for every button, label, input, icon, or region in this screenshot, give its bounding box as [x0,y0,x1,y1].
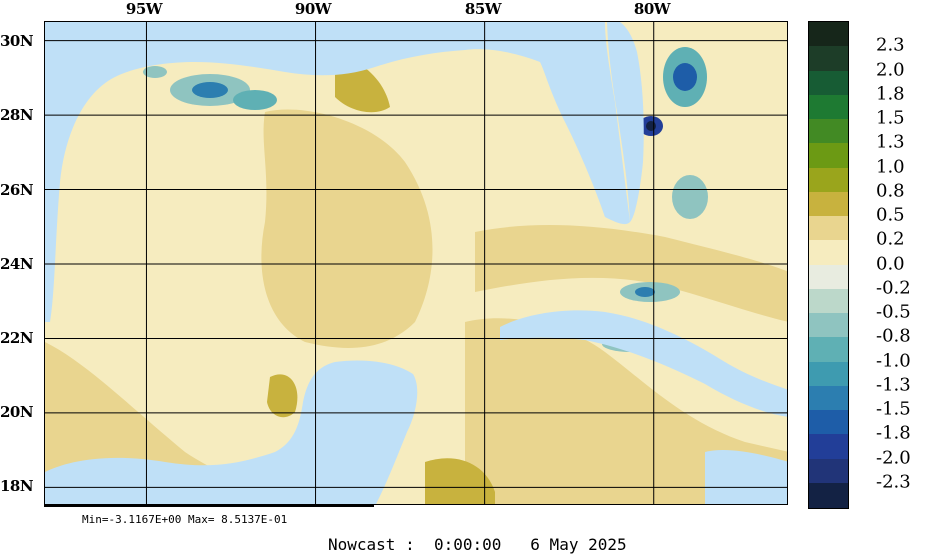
colorbar-swatch [809,410,848,435]
hispaniola-land [705,450,787,504]
map-panel [44,21,788,505]
negative-anomaly-eddy [635,287,655,297]
colorbar-label: 2.0 [876,59,905,80]
lat-label: 30N [0,32,34,50]
colorbar-label: 0.5 [876,204,905,226]
lon-label: 95W [125,0,163,18]
us-gulf-coast-land [45,22,630,322]
florida-land [605,22,644,222]
colorbar-swatch [809,94,848,120]
colorbar-swatch [809,216,848,241]
colorbar-label: 1.8 [876,83,905,105]
lon-label: 90W [294,0,332,18]
colorbar-swatch [809,361,848,387]
colorbar-swatch [809,434,848,459]
min-max-stats: Min=-3.1167E+00 Max= 8.5137E-01 [82,513,288,526]
colorbar-label: 1.0 [876,156,905,177]
lon-label: 80W [633,0,671,18]
colorbar-swatch [809,143,848,168]
lat-label: 28N [0,106,34,124]
colorbar-label: -0.5 [876,301,911,323]
anomaly-region [475,225,787,322]
lat-label: 22N [0,329,34,347]
colorbar-label: -1.3 [876,374,911,396]
anomaly-region [425,458,495,504]
colorbar-swatch [809,119,848,144]
colorbar-label: -0.2 [876,277,911,299]
colorbar-label: -1.0 [876,350,911,371]
sea-level-anomaly-map [45,22,787,504]
colorbar-label: 0.0 [876,253,905,274]
negative-anomaly-eddy [672,175,708,219]
colorbar-swatch [809,337,848,362]
colorbar-swatch [809,240,848,265]
colorbar-swatch [809,264,848,290]
colorbar-swatch [809,46,848,71]
colorbar-label: 0.2 [876,228,905,250]
negative-anomaly-eddy [143,66,167,78]
colorbar-swatch [809,288,848,314]
colorbar-swatch [809,313,848,338]
lat-label: 18N [0,477,34,495]
colorbar-swatch [809,458,848,484]
nowcast-timestamp: Nowcast : 0:00:00 6 May 2025 [328,535,627,554]
lat-label: 26N [0,181,34,199]
negative-anomaly-eddy [646,121,656,131]
colorbar-label: 1.5 [876,107,905,129]
negative-anomaly-eddy [673,63,697,91]
colorbar-swatch [809,70,848,96]
colorbar-label: 0.8 [876,180,905,202]
colorbar-label: 1.3 [876,131,905,153]
colorbar-label: -1.8 [876,422,911,444]
anomaly-region [267,374,298,418]
anomaly-region [261,109,433,348]
map-baseline [44,505,374,507]
yucatan-mexico-land [45,360,418,504]
colorbar-label: 2.3 [876,34,905,56]
negative-anomaly-eddy [192,82,228,98]
colorbar-label: -0.8 [876,325,911,347]
colorbar-label: -2.0 [876,447,911,468]
colorbar-swatch [809,191,848,217]
colorbar-swatch [809,385,848,411]
colorbar-swatch [809,482,848,508]
colorbar-swatch [809,22,848,47]
negative-anomaly-eddy [233,90,277,110]
cuba-land [500,310,787,417]
lat-label: 24N [0,255,34,273]
anomaly-region [605,22,787,202]
lat-label: 20N [0,403,34,421]
colorbar-label: -2.3 [876,471,911,493]
colorbar [808,21,849,509]
graticule [45,22,787,504]
colorbar-label: -1.5 [876,398,911,420]
lon-label: 85W [464,0,502,18]
colorbar-swatch [809,167,848,193]
